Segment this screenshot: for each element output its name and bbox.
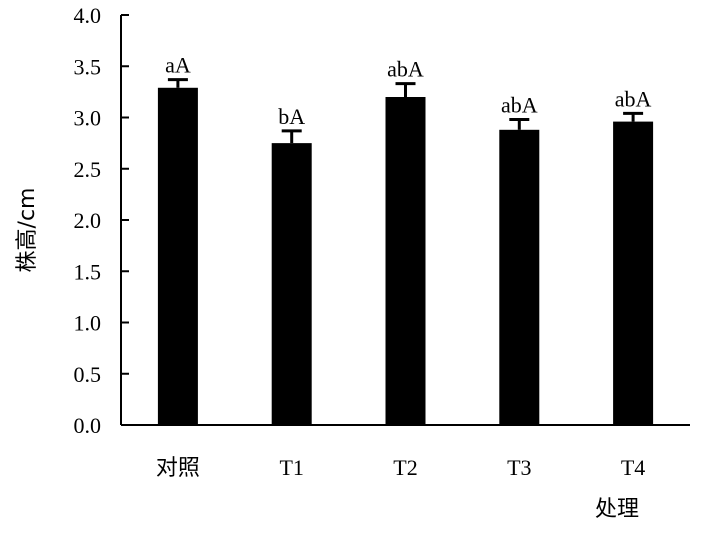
significance-label: abA xyxy=(501,93,538,118)
bar xyxy=(271,143,312,425)
y-tick-label: 0.0 xyxy=(74,413,102,438)
significance-label: abA xyxy=(387,57,424,82)
x-tick-label: T2 xyxy=(393,455,417,480)
significance-label: aA xyxy=(165,53,191,78)
x-tick-label: T3 xyxy=(507,455,531,480)
bar xyxy=(499,129,540,426)
y-tick-label: 2.0 xyxy=(74,208,102,233)
bar xyxy=(157,87,198,426)
bar xyxy=(613,121,654,425)
x-tick-label: 对照 xyxy=(156,456,200,481)
bars-group: aA bA abA abA abA xyxy=(157,53,654,426)
y-axis-title: 株高/cm xyxy=(15,188,40,273)
y-tick-label: 4.0 xyxy=(74,3,102,28)
y-tick-label: 1.5 xyxy=(74,259,102,284)
bar xyxy=(385,97,426,425)
x-tick-label: T1 xyxy=(279,455,303,480)
y-tick-label: 0.5 xyxy=(74,362,102,387)
y-tick-label: 3.5 xyxy=(74,54,102,79)
significance-label: bA xyxy=(278,104,305,129)
x-tick-label: T4 xyxy=(621,455,645,480)
y-tick-label: 3.0 xyxy=(74,106,102,131)
y-tick-label: 2.5 xyxy=(74,157,102,182)
x-axis-ticks: 对照 T1 T2 T3 T4 xyxy=(156,455,645,481)
significance-label: abA xyxy=(615,86,652,111)
y-tick-label: 1.0 xyxy=(74,311,102,336)
y-axis-ticks: 0.0 0.5 1.0 1.5 2.0 2.5 3.0 3.5 4.0 xyxy=(74,3,129,438)
x-axis-title: 处理 xyxy=(595,497,639,522)
